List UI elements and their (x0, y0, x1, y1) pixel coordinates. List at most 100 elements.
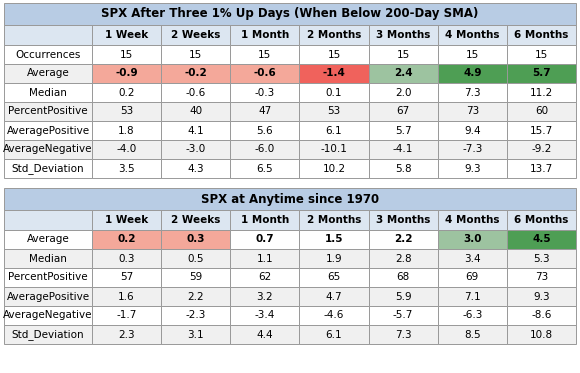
Text: AveragePositive: AveragePositive (6, 125, 89, 135)
Text: -6.3: -6.3 (462, 310, 483, 320)
Bar (299, 121, 368, 140)
Text: AverageNegative: AverageNegative (3, 144, 93, 154)
Bar (299, 83, 368, 102)
Bar (161, 249, 230, 268)
Bar (4, 102, 92, 121)
Bar (92, 140, 161, 159)
Bar (507, 306, 576, 325)
Bar (161, 121, 230, 140)
Bar (4, 230, 92, 249)
Bar (4, 188, 576, 210)
Bar (230, 121, 299, 140)
Bar (92, 268, 161, 287)
Bar (299, 306, 368, 325)
Bar (230, 230, 299, 249)
Bar (299, 230, 368, 249)
Bar (4, 268, 92, 287)
Bar (161, 268, 230, 287)
Text: -0.6: -0.6 (186, 88, 206, 97)
Bar (507, 83, 576, 102)
Bar (368, 64, 438, 83)
Bar (507, 159, 576, 178)
Bar (161, 45, 230, 64)
Bar (368, 121, 438, 140)
Bar (438, 210, 507, 230)
Bar (230, 83, 299, 102)
Text: 5.7: 5.7 (532, 69, 551, 78)
Text: -1.4: -1.4 (322, 69, 346, 78)
Bar (438, 45, 507, 64)
Bar (161, 287, 230, 306)
Text: 57: 57 (120, 273, 133, 282)
Bar (438, 102, 507, 121)
Bar (4, 3, 576, 25)
Text: 15: 15 (120, 50, 133, 60)
Bar (92, 230, 161, 249)
Bar (299, 325, 368, 344)
Text: 69: 69 (466, 273, 479, 282)
Bar (230, 210, 299, 230)
Bar (368, 287, 438, 306)
Bar (438, 25, 507, 45)
Text: -3.0: -3.0 (186, 144, 206, 154)
Bar (230, 102, 299, 121)
Bar (368, 83, 438, 102)
Text: 2 Months: 2 Months (307, 30, 361, 40)
Text: 4.3: 4.3 (187, 163, 204, 173)
Bar (368, 159, 438, 178)
Text: -0.3: -0.3 (255, 88, 275, 97)
Text: 11.2: 11.2 (530, 88, 553, 97)
Text: 9.4: 9.4 (464, 125, 481, 135)
Text: Average: Average (27, 235, 70, 244)
Text: 6 Months: 6 Months (514, 215, 568, 225)
Bar (161, 102, 230, 121)
Bar (161, 140, 230, 159)
Bar (161, 306, 230, 325)
Text: 4.4: 4.4 (256, 329, 273, 339)
Bar (161, 159, 230, 178)
Text: 15.7: 15.7 (530, 125, 553, 135)
Bar (368, 268, 438, 287)
Text: 4.5: 4.5 (532, 235, 551, 244)
Text: 0.3: 0.3 (186, 235, 205, 244)
Bar (299, 140, 368, 159)
Text: 0.2: 0.2 (117, 235, 136, 244)
Text: -7.3: -7.3 (462, 144, 483, 154)
Bar (299, 45, 368, 64)
Text: 10.8: 10.8 (530, 329, 553, 339)
Bar (230, 306, 299, 325)
Bar (4, 306, 92, 325)
Text: -3.4: -3.4 (255, 310, 275, 320)
Text: 1.6: 1.6 (118, 292, 135, 301)
Text: 1 Week: 1 Week (105, 30, 148, 40)
Bar (507, 25, 576, 45)
Text: 5.6: 5.6 (256, 125, 273, 135)
Bar (4, 210, 92, 230)
Bar (438, 230, 507, 249)
Bar (299, 210, 368, 230)
Text: 59: 59 (189, 273, 202, 282)
Text: 1 Month: 1 Month (241, 30, 289, 40)
Bar (4, 45, 92, 64)
Text: 1.5: 1.5 (325, 235, 343, 244)
Bar (368, 306, 438, 325)
Text: 3.4: 3.4 (464, 254, 481, 263)
Bar (4, 140, 92, 159)
Text: 67: 67 (397, 107, 409, 116)
Bar (368, 249, 438, 268)
Bar (230, 325, 299, 344)
Text: 1 Month: 1 Month (241, 215, 289, 225)
Text: 2.2: 2.2 (394, 235, 412, 244)
Bar (507, 325, 576, 344)
Text: 2.8: 2.8 (395, 254, 411, 263)
Text: 73: 73 (466, 107, 479, 116)
Text: 2 Weeks: 2 Weeks (171, 30, 220, 40)
Text: 10.2: 10.2 (322, 163, 346, 173)
Text: 2.0: 2.0 (395, 88, 411, 97)
Text: Median: Median (29, 88, 67, 97)
Bar (230, 287, 299, 306)
Text: 0.5: 0.5 (187, 254, 204, 263)
Bar (368, 102, 438, 121)
Bar (92, 45, 161, 64)
Bar (92, 287, 161, 306)
